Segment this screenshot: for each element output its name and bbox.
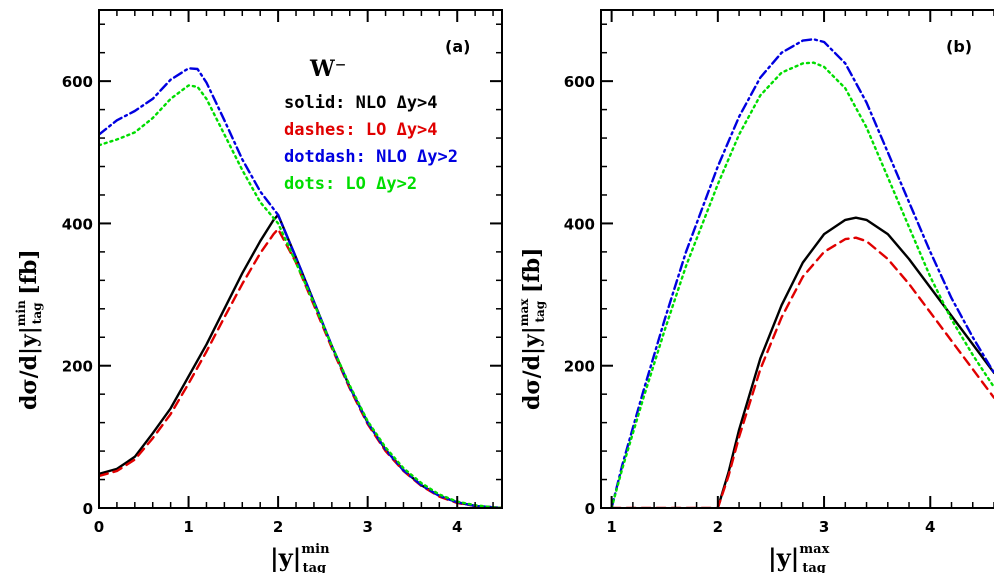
panel-a-series-3: [99, 84, 502, 508]
panel-a: 0 1 2 3 4 0 200 400 600 (a) W⁻ solid: NLO Δy>4 da…: [14, 9, 503, 573]
legend-entry-0: solid: NLO Δy>4: [284, 93, 438, 113]
panel-b-ytick-label: 400: [564, 215, 595, 233]
panel-b-ylabel: dσ/d|y|max tag [fb]: [517, 248, 547, 411]
panel-a-series-2: [99, 67, 502, 508]
panel-b-xtick-label: 4: [925, 518, 935, 536]
panel-b-series-0: [716, 216, 994, 508]
panel-b-series-2: [610, 38, 994, 508]
panel-a-xlabel: |y|min tag: [270, 542, 330, 573]
panel-a-ytick-label: 200: [62, 358, 93, 376]
panel-a-ytick-label: 600: [62, 73, 93, 91]
panel-a-ytick-label: 400: [62, 215, 93, 233]
panel-b: 1 2 3 4 0 200 400 600 (b) |y|max tag dσ/d|y|max t…: [517, 9, 994, 573]
panel-b-xtick-label: 2: [713, 518, 723, 536]
panel-b-xtick-label: 1: [606, 518, 616, 536]
panel-a-xtick-label: 0: [94, 518, 104, 536]
panel-a-ytick-label: 0: [83, 500, 93, 518]
panel-a-frame: [98, 9, 503, 509]
panel-b-ytick-label: 0: [585, 500, 595, 518]
panel-a-xtick-label: 1: [183, 518, 193, 536]
process-label: W⁻: [309, 56, 346, 82]
panel-a-xtick-label: 3: [362, 518, 372, 536]
panel-a-ylabel: dσ/d|y|min tag [fb]: [14, 249, 44, 410]
panel-b-series-3: [610, 61, 994, 508]
legend: solid: NLO Δy>4 dashes: LO Δy>4 dotdash: N…: [284, 93, 458, 194]
panel-a-xtick-label: 2: [273, 518, 283, 536]
legend-entry-2: dotdash: NLO Δy>2: [284, 147, 458, 167]
panel-b-xlabel: |y|max tag: [768, 542, 830, 573]
panel-a-tag: (a): [445, 37, 470, 56]
panel-a-series-0: [99, 213, 502, 508]
panel-b-series-1: [610, 236, 994, 508]
legend-entry-1: dashes: LO Δy>4: [284, 120, 438, 140]
panel-b-ytick-label: 600: [564, 73, 595, 91]
panel-b-frame: [600, 9, 994, 509]
panel-b-xtick-label: 3: [819, 518, 829, 536]
panel-b-ytick-label: 200: [564, 358, 595, 376]
panel-b-tag: (b): [946, 37, 972, 56]
panel-a-xtick-label: 4: [452, 518, 462, 536]
legend-entry-3: dots: LO Δy>2: [284, 174, 417, 194]
